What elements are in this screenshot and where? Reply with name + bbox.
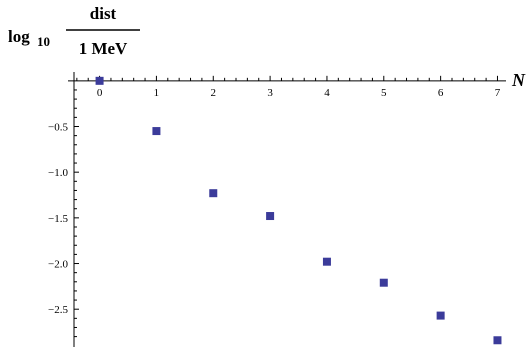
y-label-log: log [8, 27, 30, 46]
y-tick-label: −0.5 [48, 122, 68, 134]
data-point [322, 257, 331, 266]
y-tick-label: −2.0 [48, 259, 68, 271]
y-tick-label: −1.5 [48, 213, 68, 225]
x-tick-label: 7 [495, 87, 501, 99]
x-tick-label: 6 [438, 87, 444, 99]
data-point [152, 127, 161, 136]
y-label-numerator: dist [90, 4, 117, 23]
x-tick-label: 4 [324, 87, 330, 99]
x-axis-label: N [511, 70, 526, 90]
data-point [95, 76, 104, 85]
data-point [493, 336, 502, 345]
y-label-subscript: 10 [37, 34, 50, 49]
data-point [266, 212, 275, 221]
x-tick-label: 5 [381, 87, 387, 99]
x-tick-label: 3 [267, 87, 273, 99]
y-tick-label: −1.0 [48, 167, 68, 179]
y-axis-label: log 10 dist 1 MeV [8, 4, 140, 58]
data-point [209, 189, 218, 198]
x-tick-label: 0 [97, 87, 103, 99]
y-label-denominator: 1 MeV [79, 39, 128, 58]
y-tick-label: −2.5 [48, 304, 68, 316]
data-point [379, 278, 388, 287]
x-tick-label: 1 [154, 87, 160, 99]
data-point [436, 311, 445, 320]
x-tick-label: 2 [211, 87, 217, 99]
